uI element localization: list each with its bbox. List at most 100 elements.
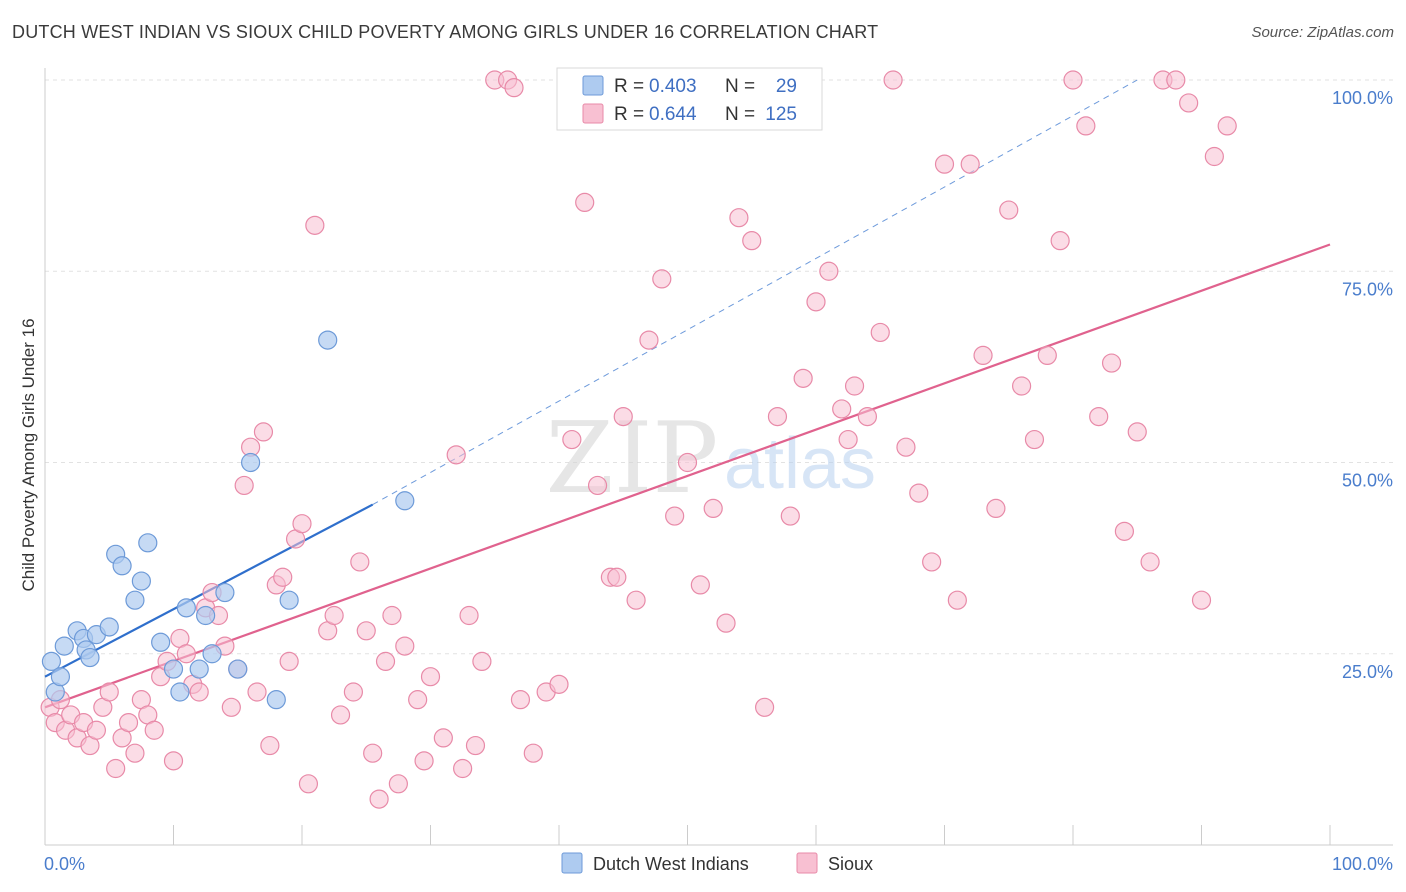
dutch-point-3: [54, 636, 74, 656]
sioux-point-10: [99, 682, 119, 702]
dutch-point-21: [202, 644, 222, 664]
sioux-point-106: [986, 498, 1006, 518]
sioux-point-58: [433, 728, 453, 748]
sioux-point-82: [690, 575, 710, 595]
sioux-point-115: [1101, 353, 1122, 373]
sioux-point-33: [247, 682, 267, 702]
sioux-point-67: [510, 690, 531, 710]
sioux-point-93: [832, 399, 852, 419]
sioux-point-53: [388, 774, 408, 794]
sioux-point-14: [125, 743, 145, 763]
sioux-point-24: [189, 682, 209, 702]
dutch-point-26: [279, 590, 299, 610]
sioux-point-51: [375, 651, 396, 672]
sioux-point-100: [909, 483, 929, 503]
sioux-point-110: [1037, 345, 1057, 365]
sioux-point-49: [363, 743, 383, 763]
x-tick-label-0: 0.0%: [44, 854, 85, 874]
sioux-point-70: [549, 674, 569, 694]
sioux-point-91: [806, 292, 826, 312]
dutch-point-13: [131, 571, 151, 591]
sioux-point-38: [279, 651, 299, 672]
sioux-point-85: [729, 208, 749, 228]
sioux-point-105: [973, 345, 993, 365]
sioux-point-62: [465, 735, 486, 756]
sioux-point-34: [253, 422, 274, 442]
y-tick-labels: 25.0% 50.0% 75.0% 100.0%: [1332, 88, 1393, 682]
legend: Dutch West Indians Sioux: [561, 852, 873, 874]
sioux-point-66: [504, 78, 524, 98]
stats-dutch-r-label: R =: [614, 76, 644, 97]
sioux-point-118: [1140, 552, 1160, 572]
sioux-point-97: [870, 322, 890, 343]
sioux-point-20: [163, 751, 184, 771]
sioux-point-124: [1217, 116, 1237, 136]
sioux-point-35: [260, 735, 280, 756]
sioux-point-75: [607, 567, 627, 587]
y-tick-label-75: 75.0%: [1342, 279, 1393, 299]
legend-label-sioux: Sioux: [828, 854, 873, 874]
sioux-point-111: [1050, 231, 1070, 251]
sioux-point-41: [298, 774, 319, 794]
dutch-point-22: [215, 582, 235, 603]
dutch-point-15: [151, 632, 171, 652]
legend-swatch-sioux: [796, 852, 818, 874]
sioux-point-54: [395, 636, 415, 656]
sioux-point-84: [716, 613, 736, 633]
sioux-point-22: [176, 644, 196, 664]
sioux-point-68: [523, 743, 543, 763]
dutch-point-16: [163, 659, 184, 679]
sioux-point-101: [922, 552, 942, 572]
sioux-point-40: [292, 514, 312, 534]
dutch-point-2: [50, 667, 71, 687]
dutch-point-12: [125, 590, 145, 610]
legend-label-dutch: Dutch West Indians: [593, 854, 749, 874]
sioux-point-73: [587, 475, 608, 496]
sioux-point-79: [652, 269, 672, 289]
sioux-trendline: [44, 243, 1331, 709]
dutch-point-17: [170, 682, 190, 702]
sioux-point-60: [453, 758, 473, 779]
sioux-point-107: [999, 200, 1019, 220]
sioux-point-90: [793, 368, 813, 388]
stats-sioux-r-label: R =: [614, 104, 644, 125]
y-tick-label-100: 100.0%: [1332, 88, 1393, 108]
dutch-point-28: [395, 491, 415, 511]
stats-dutch-r: 0.403: [649, 76, 697, 97]
sioux-point-37: [273, 567, 293, 587]
sioux-point-56: [414, 751, 434, 771]
chart-title: DUTCH WEST INDIAN VS SIOUX CHILD POVERTY…: [12, 22, 879, 42]
y-tick-label-25: 25.0%: [1342, 662, 1393, 682]
sioux-point-86: [742, 231, 762, 251]
axes: [44, 68, 1393, 846]
dutch-point-18: [176, 598, 196, 618]
sioux-point-47: [350, 552, 370, 572]
sioux-point-122: [1191, 590, 1212, 610]
sioux-point-78: [639, 330, 659, 350]
sioux-point-92: [819, 261, 839, 281]
sioux-point-120: [1166, 70, 1186, 90]
sioux-point-76: [613, 407, 633, 427]
sioux-point-108: [1011, 376, 1032, 396]
stats-box: R = 0.403 N = 29 R = 0.644 N = 125: [556, 67, 823, 131]
stats-swatch-dutch: [582, 75, 604, 96]
sioux-point-96: [857, 407, 878, 427]
sioux-point-114: [1089, 407, 1109, 427]
sioux-point-102: [934, 154, 955, 174]
stats-dutch-n: 29: [776, 76, 797, 97]
sioux-point-112: [1063, 70, 1083, 90]
sioux-point-11: [106, 758, 126, 779]
sioux-point-98: [883, 70, 903, 90]
dutch-point-14: [138, 533, 158, 553]
stats-sioux-n: 125: [765, 104, 797, 125]
dutch-point-11: [112, 556, 132, 576]
sioux-point-121: [1179, 93, 1199, 113]
legend-swatch-dutch: [561, 852, 583, 874]
trendlines: [44, 79, 1331, 709]
sioux-point-45: [330, 705, 351, 725]
sioux-point-8: [86, 720, 107, 740]
sioux-point-57: [420, 667, 441, 687]
stats-dutch-n-label: N =: [725, 76, 755, 97]
sioux-point-13: [118, 712, 139, 733]
sioux-point-31: [234, 475, 254, 496]
